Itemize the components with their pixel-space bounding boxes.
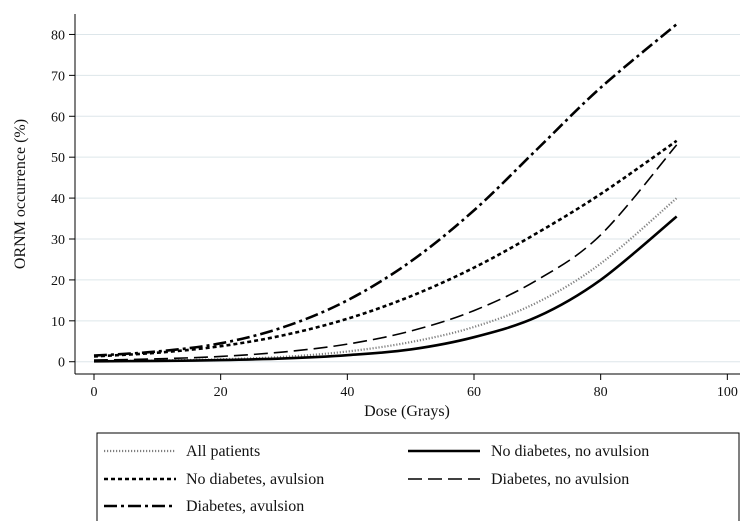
legend-label-no-diabetes-avulsion: No diabetes, avulsion bbox=[186, 471, 324, 488]
y-ticks: 0 10 20 30 40 50 60 70 80 bbox=[51, 28, 75, 371]
legend-items: All patients No diabetes, no avulsion No d… bbox=[104, 443, 649, 515]
x-ticks: 0 20 40 60 80 100 bbox=[91, 374, 738, 400]
x-tick-label-100: 100 bbox=[717, 385, 738, 400]
legend-label-diabetes-avulsion: Diabetes, avulsion bbox=[186, 498, 304, 515]
y-tick-label-30: 30 bbox=[51, 233, 65, 248]
series-line-diabetes-avulsion bbox=[93, 23, 678, 357]
x-tick-label-40: 40 bbox=[340, 385, 354, 400]
legend-label-no-diabetes-no-avulsion: No diabetes, no avulsion bbox=[491, 443, 649, 460]
x-tick-label-0: 0 bbox=[91, 385, 98, 400]
legend-label-all-patients: All patients bbox=[186, 443, 260, 460]
legend-frame bbox=[96, 432, 740, 521]
legend-label-diabetes-no-avulsion: Diabetes, no avulsion bbox=[491, 471, 629, 488]
series-line-no-diabetes-avulsion bbox=[93, 139, 678, 358]
series-line-no-diabetes-no-avulsion bbox=[93, 215, 678, 363]
y-tick-label-70: 70 bbox=[51, 69, 65, 84]
x-tick-label-20: 20 bbox=[214, 385, 228, 400]
y-tick-label-0: 0 bbox=[58, 356, 65, 371]
axes bbox=[74, 14, 740, 375]
y-axis-title: ORNM occurrence (%) bbox=[12, 119, 29, 269]
y-tick-label-20: 20 bbox=[51, 274, 65, 289]
y-tick-label-50: 50 bbox=[51, 151, 65, 166]
series-line-diabetes-no-avulsion bbox=[93, 144, 678, 361]
plot-area bbox=[75, 14, 740, 374]
y-tick-label-10: 10 bbox=[51, 315, 65, 330]
y-tick-label-80: 80 bbox=[51, 28, 65, 43]
series-group bbox=[93, 23, 678, 363]
y-tick-label-60: 60 bbox=[51, 110, 65, 125]
x-tick-label-80: 80 bbox=[594, 385, 608, 400]
legend: All patients No diabetes, no avulsion No d… bbox=[96, 432, 740, 521]
x-axis-title: Dose (Grays) bbox=[364, 403, 450, 420]
y-tick-label-40: 40 bbox=[51, 192, 65, 207]
series-line-all-patients bbox=[93, 197, 678, 363]
x-tick-label-60: 60 bbox=[467, 385, 481, 400]
